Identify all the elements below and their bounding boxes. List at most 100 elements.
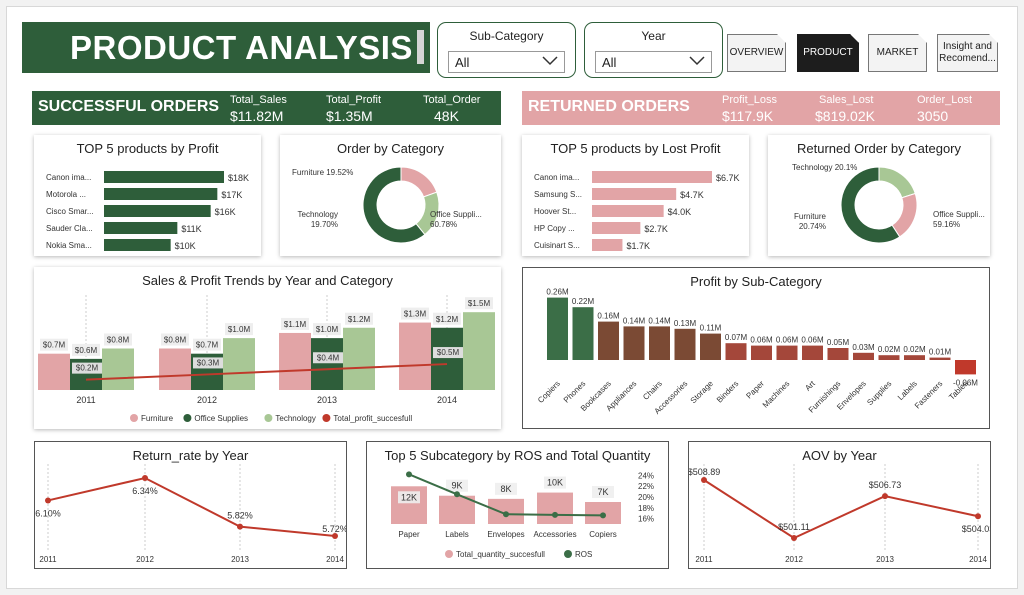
data-label: $0.3M: [197, 358, 220, 367]
nav-product-button[interactable]: PRODUCT: [797, 34, 859, 72]
chart-title: Sales & Profit Trends by Year and Catego…: [142, 273, 393, 288]
data-label: 12K: [401, 492, 417, 502]
x-tick-label: Copiers: [536, 379, 562, 405]
bar: [592, 205, 664, 217]
chevron-down-icon[interactable]: [689, 55, 705, 69]
returned-orders-title: RETURNED ORDERS: [528, 98, 690, 115]
bar: [592, 239, 623, 251]
data-label-bg: [446, 479, 468, 492]
x-tick-label: Accessories: [533, 530, 576, 539]
category-label: Hoover St...: [534, 207, 576, 216]
bar: [853, 352, 874, 360]
top5-profit-card: TOP 5 products by Profit Canon ima... $18…: [34, 135, 261, 256]
data-label: $1.2M: [436, 315, 459, 324]
slice-label: 60.78%: [430, 220, 457, 229]
kpi-value: $1.35M: [326, 108, 373, 124]
y2-tick-label: 20%: [638, 493, 654, 502]
kpi-value: $117.9K: [722, 108, 774, 124]
data-label-bg: [465, 297, 493, 310]
bar: [572, 307, 594, 360]
chart-title: Return_rate by Year: [132, 448, 249, 463]
slice-label: Furniture: [794, 212, 827, 221]
donut-slice: [840, 166, 901, 244]
x-tick-label: Binders: [715, 379, 741, 405]
slice-label: Office Suppli...: [430, 210, 482, 219]
legend-label: Total_quantity_succesfull: [456, 550, 545, 559]
page-title: PRODUCT ANALYSIS: [22, 22, 430, 73]
data-label: 6.34%: [132, 486, 158, 496]
x-tick-label: Paper: [398, 530, 420, 539]
slice-label: Technology 20.1%: [792, 163, 857, 172]
bar: [649, 326, 670, 360]
bar: [38, 353, 70, 390]
data-label: 0.02M: [903, 345, 926, 354]
bar: [955, 360, 976, 375]
nav-insight-button[interactable]: Insight and Recomend...: [937, 34, 998, 72]
bar: [104, 188, 218, 200]
slice-label: Furniture 19.52%: [292, 168, 353, 177]
bar: [598, 321, 619, 360]
bar: [223, 338, 255, 390]
data-label: 0.02M: [878, 345, 901, 354]
data-label: 5.82%: [227, 511, 253, 521]
bar: [700, 333, 721, 360]
data-label: 0.22M: [572, 297, 595, 306]
chart-title: TOP 5 products by Profit: [76, 141, 219, 156]
nav-overview-button[interactable]: OVERVIEW: [727, 34, 786, 72]
data-label-bg: [313, 323, 341, 336]
bar: [311, 338, 343, 390]
profit-line: [85, 363, 448, 381]
data-point: [142, 475, 148, 481]
data-label: 0.11M: [700, 324, 722, 333]
sales-profit-trends-chart: $0.7M $0.6M $0.8M $0.2M 2011 $0.8M $0.7M $1.0M $…: [38, 295, 495, 423]
data-label: 0.16M: [597, 312, 620, 321]
data-label: $4.7K: [680, 190, 704, 200]
category-label: Motorola ...: [46, 190, 86, 199]
x-tick-label: Fasteners: [913, 379, 945, 411]
data-point: [332, 533, 338, 539]
data-label: $18K: [228, 173, 249, 183]
x-tick-label: 2011: [39, 555, 57, 564]
bar: [802, 345, 823, 360]
nav-market-button[interactable]: MARKET: [868, 34, 927, 72]
subcategory-slicer[interactable]: Sub-Category All: [437, 22, 576, 78]
year-dropdown[interactable]: All: [595, 51, 712, 73]
data-label: $0.7M: [43, 341, 66, 350]
x-tick-label: Storage: [689, 379, 716, 406]
kpi-label: Sales_Lost: [819, 94, 874, 106]
data-label: 0.03M: [852, 343, 875, 352]
data-label-bg: [225, 323, 253, 336]
data-point: [882, 493, 888, 500]
legend-label: Technology: [275, 414, 315, 423]
year-slicer[interactable]: Year All: [584, 22, 723, 78]
legend-marker: [183, 414, 192, 422]
data-label: 0.07M: [725, 333, 748, 342]
successful-orders-kpi: SUCCESSFUL ORDERS Total_Sales $11.82M To…: [32, 91, 501, 125]
legend-marker: [564, 550, 572, 558]
kpi-value: $819.02K: [815, 108, 875, 124]
x-tick-label: Chairs: [641, 379, 664, 402]
kpi-value: $11.82M: [230, 108, 284, 124]
data-label-bg: [433, 312, 461, 325]
chevron-down-icon[interactable]: [542, 55, 558, 69]
legend-label: Total_profit_succesfull: [333, 414, 412, 423]
data-point: [975, 513, 981, 520]
kpi-label: Total_Profit: [326, 94, 382, 106]
x-tick-label: 2013: [876, 555, 894, 564]
x-tick-label: Labels: [896, 379, 919, 402]
category-label: Nokia Sma...: [46, 241, 92, 250]
bar: [159, 348, 191, 390]
data-label: $0.6M: [75, 346, 98, 355]
y2-tick-label: 22%: [638, 482, 654, 491]
year-value: All: [602, 55, 617, 70]
x-tick-label: 2014: [969, 555, 987, 564]
x-tick-label: 2014: [437, 395, 457, 405]
data-label: 8K: [500, 484, 511, 494]
data-label: $2.7K: [644, 224, 668, 234]
subcategory-dropdown[interactable]: All: [448, 51, 565, 73]
x-tick-label: 2011: [76, 395, 95, 405]
returned-orders-kpi: RETURNED ORDERS Profit_Loss $117.9K Sale…: [522, 91, 1000, 125]
data-label: 0.26M: [546, 288, 569, 297]
data-label-bg: [345, 312, 373, 325]
